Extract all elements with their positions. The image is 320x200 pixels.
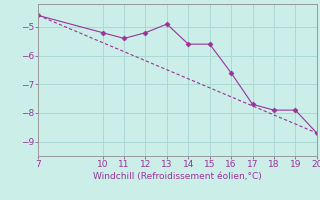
X-axis label: Windchill (Refroidissement éolien,°C): Windchill (Refroidissement éolien,°C) bbox=[93, 172, 262, 181]
